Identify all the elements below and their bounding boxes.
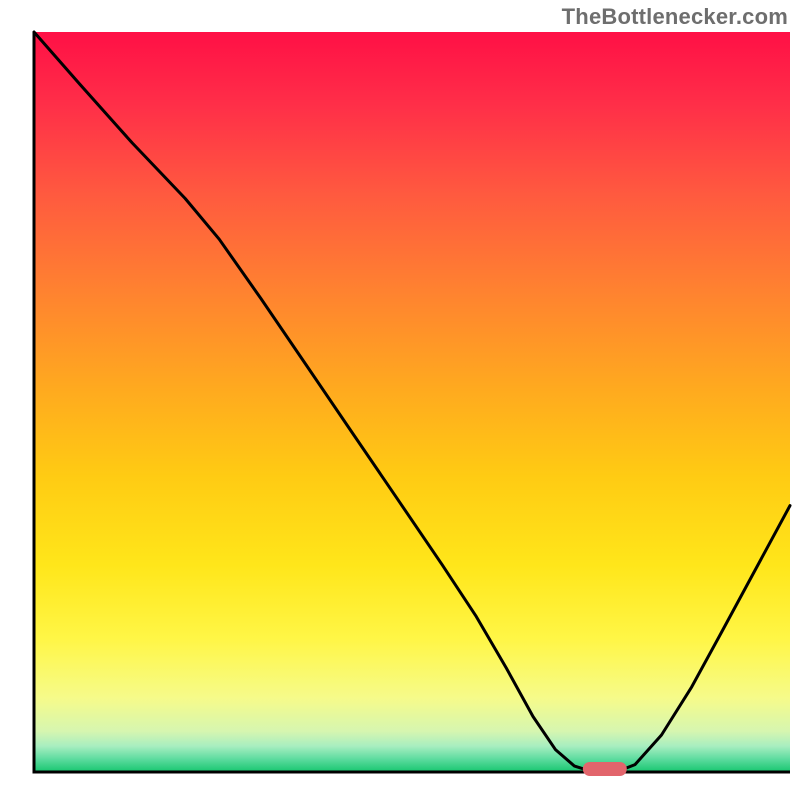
bottleneck-curve-plot xyxy=(0,0,800,800)
chart-container: TheBottlenecker.com xyxy=(0,0,800,800)
marker-pill xyxy=(583,762,627,776)
plot-background xyxy=(34,32,790,772)
